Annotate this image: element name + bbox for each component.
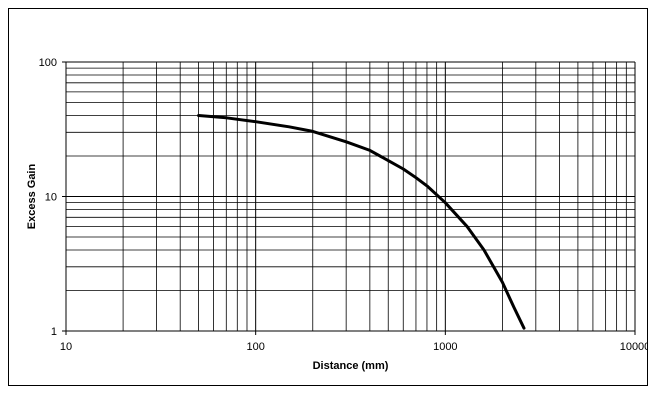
tick-labels: 10100100010000110100 — [39, 57, 647, 353]
x-tick-label: 10 — [60, 341, 72, 353]
chart-svg: 10100100010000110100 Distance (mm) Exces… — [26, 57, 647, 372]
y-tick-label: 100 — [39, 57, 57, 69]
y-tick-label: 1 — [51, 326, 57, 338]
x-tick-label: 100 — [246, 341, 264, 353]
y-axis-label: Excess Gain — [26, 164, 38, 230]
grid-lines — [62, 61, 636, 335]
chart-frame: 10100100010000110100 Distance (mm) Exces… — [8, 8, 648, 386]
x-axis-label: Distance (mm) — [313, 360, 389, 372]
x-tick-label: 10000 — [620, 341, 647, 353]
series-line — [197, 114, 526, 330]
y-tick-label: 10 — [45, 192, 57, 204]
x-tick-label: 1000 — [433, 341, 457, 353]
series-layer — [197, 114, 526, 330]
